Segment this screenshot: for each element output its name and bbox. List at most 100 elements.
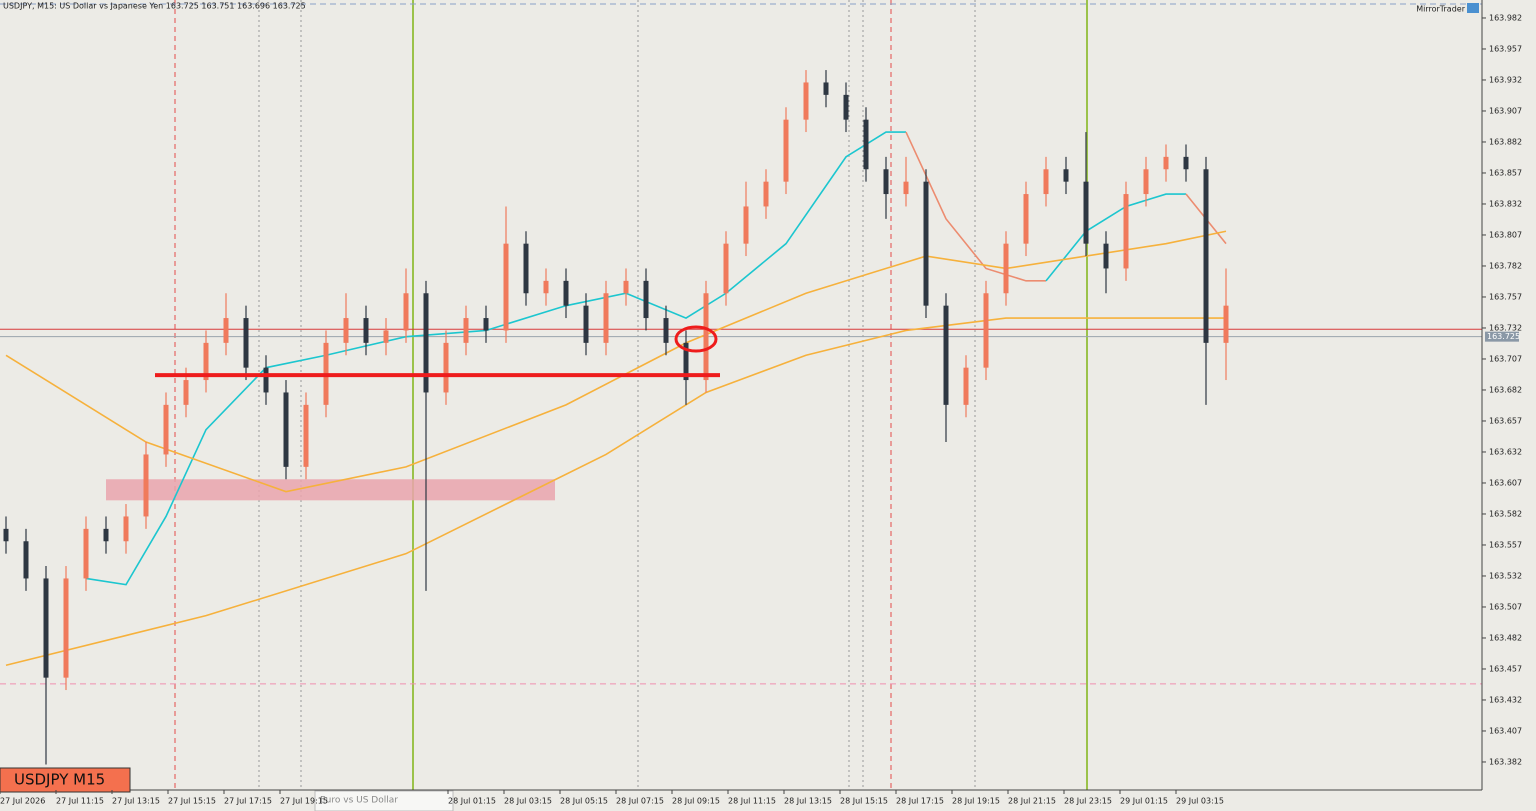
- candle-body: [3, 528, 9, 542]
- y-tick-label: 163.957: [1489, 44, 1522, 53]
- y-tick-label: 163.407: [1489, 726, 1522, 735]
- x-tick-label: 28 Jul 09:15: [672, 797, 720, 806]
- x-tick-label: 28 Jul 13:15: [784, 797, 832, 806]
- candle-body: [423, 293, 429, 393]
- y-tick-label: 163.732: [1489, 323, 1522, 332]
- last-price-box: [1485, 331, 1519, 342]
- candle-body: [1223, 305, 1229, 343]
- candle-body: [143, 454, 149, 517]
- y-tick-label: 163.832: [1489, 199, 1522, 208]
- candle-body: [543, 280, 549, 294]
- x-tick-label: 28 Jul 21:15: [1008, 797, 1056, 806]
- candle-body: [1163, 156, 1169, 170]
- candle-body: [443, 342, 449, 393]
- candle-body: [823, 82, 829, 95]
- x-tick-label: 28 Jul 03:15: [504, 797, 552, 806]
- last-price-label: 163.725: [1487, 332, 1520, 341]
- candle-body: [1063, 169, 1069, 182]
- candle-body: [563, 280, 569, 306]
- x-tick-label: 27 Jul 19:15: [280, 797, 328, 806]
- y-tick-label: 163.932: [1489, 75, 1522, 84]
- candle-body: [603, 293, 609, 343]
- candle-body: [803, 82, 809, 120]
- candle-body: [43, 578, 49, 678]
- decor: [0, 0, 1482, 790]
- candle-body: [63, 578, 69, 678]
- candle-body: [943, 305, 949, 405]
- y-tick-label: 163.557: [1489, 540, 1522, 549]
- candle-body: [663, 318, 669, 343]
- candle-body: [103, 528, 109, 542]
- symbol-badge: [0, 767, 131, 793]
- x-tick-label: 27 Jul 13:15: [112, 797, 160, 806]
- y-tick-label: 163.707: [1489, 354, 1522, 363]
- y-tick-label: 163.632: [1489, 447, 1522, 456]
- y-tick-label: 163.807: [1489, 230, 1522, 239]
- y-tick-label: 163.757: [1489, 292, 1522, 301]
- watermark: MirrorTrader: [1416, 5, 1465, 14]
- candle-body: [583, 305, 589, 343]
- candle-body: [223, 318, 229, 343]
- candle-body: [343, 318, 349, 343]
- x-tick-label: 28 Jul 19:15: [952, 797, 1000, 806]
- tab-label[interactable]: Euro vs US Dollar: [320, 796, 398, 806]
- y-tick-label: 163.457: [1489, 664, 1522, 673]
- candle-body: [963, 367, 969, 405]
- candle-body: [1003, 243, 1009, 294]
- candle-body: [783, 119, 789, 182]
- candle-body: [363, 318, 369, 343]
- candle-body: [723, 243, 729, 294]
- highlight-ellipse: [674, 325, 718, 353]
- candle-body: [263, 367, 269, 393]
- candle-body: [123, 516, 129, 542]
- candle-body: [283, 392, 289, 467]
- y-tick-label: 163.907: [1489, 106, 1522, 115]
- x-tick-label: 28 Jul 11:15: [728, 797, 776, 806]
- y-tick-label: 163.382: [1489, 757, 1522, 766]
- x-tick-label: 29 Jul 01:15: [1120, 797, 1168, 806]
- indicator-line: [85, 131, 906, 586]
- x-tick-label: 27 Jul 17:15: [224, 797, 272, 806]
- candle-body: [643, 280, 649, 319]
- candle-body: [903, 181, 909, 195]
- symbol-badge-text: USDJPY M15: [14, 771, 105, 789]
- x-tick-label: 28 Jul 07:15: [616, 797, 664, 806]
- candle-body: [183, 380, 189, 405]
- candle-body: [163, 404, 169, 455]
- candle-body: [1183, 156, 1189, 170]
- candle-body: [1143, 169, 1149, 195]
- candle-body: [1123, 194, 1129, 269]
- x-tick-label: 28 Jul 15:15: [840, 797, 888, 806]
- candle-body: [863, 119, 869, 170]
- x-tick-label: 28 Jul 01:15: [448, 797, 496, 806]
- y-tick-label: 163.507: [1489, 602, 1522, 611]
- candle-body: [623, 280, 629, 294]
- x-tick-label: 27 Jul 2026: [0, 797, 45, 806]
- x-tick-label: 28 Jul 05:15: [560, 797, 608, 806]
- plot: [0, 70, 1482, 765]
- x-tick-label: 27 Jul 15:15: [168, 797, 216, 806]
- y-tick-label: 163.657: [1489, 416, 1522, 425]
- candle-body: [23, 541, 29, 579]
- candle-body: [763, 181, 769, 207]
- x-tick-label: 29 Jul 03:15: [1176, 797, 1224, 806]
- candle-body: [83, 528, 89, 579]
- candle-body: [1023, 194, 1029, 244]
- candle-body: [923, 181, 929, 306]
- candle-body: [983, 293, 989, 368]
- logo: [1467, 3, 1479, 13]
- candle-body: [743, 206, 749, 244]
- candle-body: [1043, 169, 1049, 195]
- candle-body: [203, 342, 209, 381]
- chart-title: USDJPY, M15: US Dollar vs Japanese Yen 1…: [3, 2, 306, 11]
- y-tick-label: 163.982: [1489, 13, 1522, 22]
- candle-body: [883, 169, 889, 195]
- candle-body: [243, 318, 249, 368]
- tab[interactable]: [314, 790, 454, 811]
- y-tick-label: 163.432: [1489, 695, 1522, 704]
- y-tick-label: 163.782: [1489, 261, 1522, 270]
- y-tick-label: 163.882: [1489, 137, 1522, 146]
- indicator-line: [5, 317, 1226, 667]
